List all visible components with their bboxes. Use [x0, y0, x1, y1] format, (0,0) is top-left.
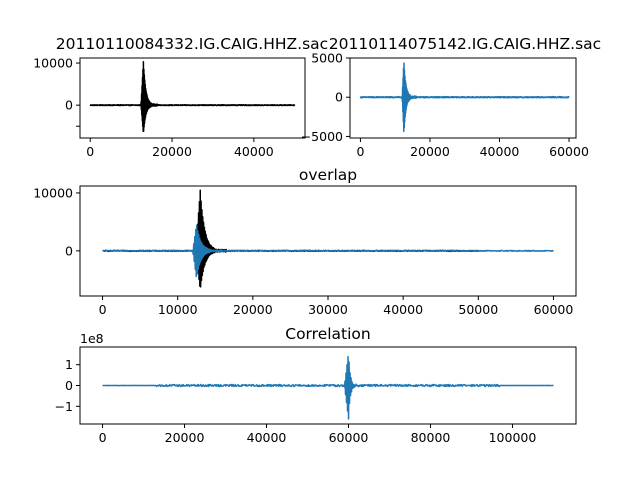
panel-4-xtick-label: 40000 — [247, 430, 287, 445]
panel-2-series-1 — [359, 62, 570, 133]
panel-3-ytick-label: 10000 — [33, 185, 73, 200]
panel-2-ytick-label: −5000 — [301, 129, 343, 144]
panel-1-series-1 — [89, 60, 296, 133]
panel-3-xtick-label: 60000 — [534, 302, 574, 317]
panel-2-title: 20110114075142.IG.CAIG.HHZ.sac — [329, 35, 601, 53]
panel-4-ytick-label: −1 — [55, 399, 73, 414]
panel-4-xtick-label: 80000 — [411, 430, 451, 445]
panel-2-ytick-label: 5000 — [311, 51, 343, 66]
panel-3-lines — [102, 189, 554, 288]
panel-3: overlap 0 10000 20000 30000 40000 50000 600000… — [33, 166, 577, 317]
panel-3-xtick-label: 50000 — [458, 302, 498, 317]
panel-2-ytick-label: 0 — [335, 90, 343, 105]
panel-4-xtick-label: 20000 — [165, 430, 205, 445]
panel-1-frame — [79, 57, 306, 139]
panel-4-title: Correlation — [285, 325, 370, 343]
panel-3-xtick-label: 0 — [99, 302, 107, 317]
panel-1-lines — [89, 60, 296, 133]
panel-3-series-2 — [102, 224, 554, 278]
panel-3-xtick-label: 30000 — [308, 302, 348, 317]
panel-1-xtick-label: 40000 — [234, 144, 274, 159]
panel-4-xtick-label: 60000 — [329, 430, 369, 445]
panel-1-ticks: 0 20000 40000 0 10000 — [33, 56, 274, 159]
panel-1-ytick-label: 10000 — [33, 56, 73, 71]
panel-4-series-1 — [102, 355, 554, 420]
panel-3-title: overlap — [299, 166, 357, 184]
panel-2-xtick-label: 20000 — [410, 144, 450, 159]
panel-2-lines — [359, 62, 570, 133]
panel-4-ytick-label: 1 — [65, 357, 73, 372]
panel-3-xtick-label: 20000 — [233, 302, 273, 317]
panel-1-xtick-label: 0 — [86, 144, 94, 159]
panel-4-xtick-label: 100000 — [489, 430, 537, 445]
panel-4-xtick-label: 0 — [99, 430, 107, 445]
panel-2-frame — [349, 57, 577, 139]
panel-4-lines — [102, 355, 554, 420]
panel-2: 20110114075142.IG.CAIG.HHZ.sac 0 20000 400… — [301, 35, 601, 159]
panel-3-xtick-label: 40000 — [383, 302, 423, 317]
panel-1-xtick-label: 20000 — [152, 144, 192, 159]
panel-1-title: 20110110084332.IG.CAIG.HHZ.sac — [56, 35, 328, 53]
panel-2-xtick-label: 40000 — [480, 144, 520, 159]
panel-4-ytick-label: 0 — [65, 378, 73, 393]
panel-2-ticks: 0 20000 40000 60000 −5000 0 5000 — [301, 51, 589, 160]
panel-3-ticks: 0 10000 20000 30000 40000 50000 60000 0 10000 — [33, 185, 573, 317]
panel-4: Correlation 1e8 0 20000 40000 60000 80000 100… — [55, 325, 577, 445]
panel-1-ytick-label: 0 — [65, 98, 73, 113]
panel-2-xtick-label: 60000 — [549, 144, 589, 159]
panel-3-ytick-label: 0 — [65, 243, 73, 258]
panel-4-offset-text: 1e8 — [80, 331, 104, 346]
panel-3-xtick-label: 10000 — [158, 302, 198, 317]
panel-2-xtick-label: 0 — [356, 144, 364, 159]
panel-1: 20110110084332.IG.CAIG.HHZ.sac 0 20000 400… — [33, 35, 328, 159]
panel-4-ticks: 0 20000 40000 60000 80000 100000 −1 0 1 — [55, 357, 537, 445]
